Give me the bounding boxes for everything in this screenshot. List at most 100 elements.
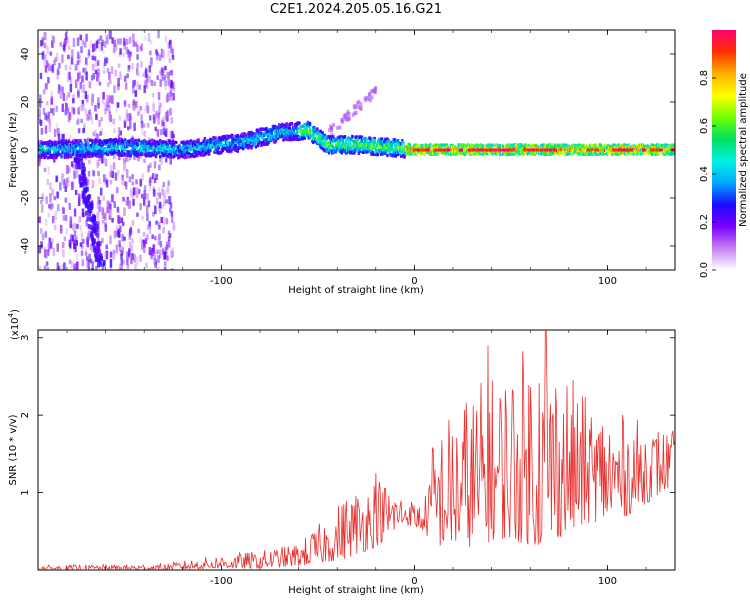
ridge-cell	[189, 139, 193, 143]
noise-cell	[81, 162, 85, 168]
noise-cell	[127, 203, 131, 209]
noise-cell	[113, 201, 116, 208]
noise-cell	[61, 173, 64, 178]
ridge-cell	[478, 146, 482, 150]
ridge-cell	[399, 152, 402, 157]
noise-cell	[132, 198, 135, 206]
noise-cell	[62, 44, 66, 51]
noise-cell	[154, 126, 158, 132]
noise-cell	[139, 203, 142, 210]
noise-cell	[110, 194, 114, 202]
noise-cell	[144, 69, 148, 78]
noise-cell	[109, 179, 113, 185]
ridge-cell	[275, 125, 279, 129]
noise-cell	[142, 198, 146, 206]
ridge-cell	[38, 156, 40, 160]
ridge-cell	[204, 139, 208, 143]
ridge-cell	[77, 154, 80, 158]
noise-cell	[167, 42, 171, 49]
noise-cell	[164, 80, 167, 87]
noise-cell	[48, 237, 52, 244]
noise-cell	[46, 249, 50, 256]
ridge-cell	[514, 151, 518, 155]
ridge-cell	[250, 130, 253, 135]
ridge-cell	[379, 144, 383, 148]
y-tick-label: 3	[20, 335, 31, 341]
ridge-cell	[532, 143, 536, 148]
noise-cell	[46, 45, 49, 54]
ridge-cell	[316, 131, 319, 135]
noise-cell	[143, 123, 146, 128]
noise-cell	[158, 100, 161, 106]
ridge-cell	[599, 143, 603, 147]
noise-cell	[40, 127, 44, 135]
ridge-cell	[184, 149, 187, 153]
ridge-cell	[156, 146, 160, 150]
ridge-cell	[232, 143, 235, 148]
noise-cell	[161, 189, 164, 196]
noise-cell	[165, 199, 168, 204]
ridge-cell	[84, 151, 88, 155]
noise-cell	[327, 128, 331, 133]
ridge-cell	[145, 141, 148, 145]
noise-cell	[151, 92, 155, 98]
ridge-cell	[167, 145, 170, 149]
ridge-cell	[518, 152, 522, 156]
noise-cell	[98, 205, 101, 212]
ridge-cell	[377, 138, 381, 142]
noise-cell	[120, 265, 123, 270]
ridge-cell	[235, 138, 238, 142]
ridge-cell	[233, 138, 236, 142]
noise-cell	[125, 109, 129, 118]
noise-cell	[132, 33, 135, 42]
ridge-cell	[582, 152, 586, 156]
ridge-cell	[65, 142, 69, 146]
ridge-cell	[143, 139, 146, 143]
ridge-cell	[139, 150, 143, 154]
ridge-core	[437, 148, 442, 152]
noise-cell	[84, 248, 88, 256]
ridge-cell	[239, 139, 243, 143]
noise-cell	[114, 172, 118, 181]
noise-cell	[40, 204, 44, 213]
y-tick-label: 2	[20, 412, 31, 418]
noise-cell	[40, 200, 43, 205]
noise-cell	[44, 65, 48, 73]
noise-cell	[155, 52, 159, 61]
ridge-cell	[149, 154, 152, 158]
ridge-cell	[263, 133, 266, 137]
noise-cell	[45, 101, 49, 106]
noise-cell	[38, 245, 42, 254]
ridge-core	[476, 148, 481, 152]
noise-cell	[128, 113, 132, 122]
noise-cell	[158, 164, 161, 171]
ridge-cell	[273, 132, 277, 136]
ridge-cell	[144, 144, 147, 149]
noise-cell	[105, 179, 109, 188]
noise-cell	[71, 181, 74, 191]
noise-cell	[118, 216, 121, 223]
ridge-cell	[253, 141, 256, 145]
noise-cell	[81, 181, 85, 187]
ridge-cell	[203, 149, 207, 153]
snr-x-ticks: -100 0 100	[66, 330, 647, 587]
x-tick-label: -100	[210, 576, 233, 587]
noise-cell	[69, 219, 73, 229]
noise-cell	[155, 197, 159, 205]
ridge-cell	[292, 133, 296, 137]
noise-cell	[143, 158, 146, 163]
ridge-cell	[343, 135, 347, 139]
noise-cell	[330, 128, 334, 133]
noise-cell	[87, 49, 91, 56]
noise-cell	[157, 112, 160, 119]
ridge-cell	[326, 141, 330, 145]
noise-cell	[87, 232, 90, 241]
noise-cell	[145, 102, 149, 111]
ridge-cell	[124, 147, 127, 151]
ridge-cell	[258, 140, 262, 144]
ridge-cell	[109, 143, 112, 147]
ridge-cell	[511, 143, 514, 147]
noise-cell	[167, 180, 170, 187]
snr-series-line	[38, 330, 675, 570]
noise-cell	[55, 128, 59, 133]
